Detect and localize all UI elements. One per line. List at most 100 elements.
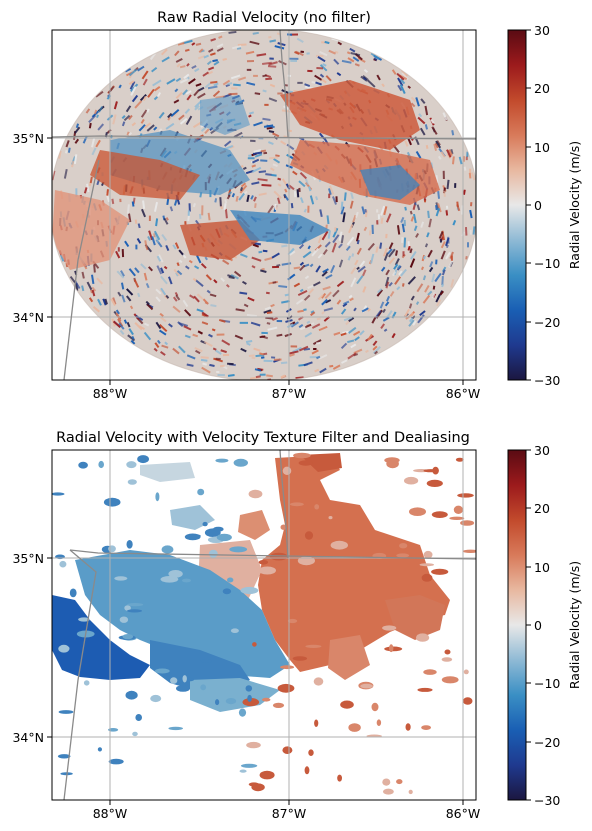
speckle <box>383 206 388 216</box>
speckle <box>207 70 213 75</box>
speckle <box>194 104 200 111</box>
speckle <box>88 297 94 303</box>
speckle <box>270 167 275 172</box>
speckle <box>200 356 209 359</box>
speckle <box>254 203 257 209</box>
echo-fragment <box>98 460 104 469</box>
speckle <box>278 285 288 288</box>
speckle <box>435 299 442 307</box>
speckle <box>311 247 320 257</box>
speckle <box>219 197 222 207</box>
speckle <box>353 307 357 312</box>
speckle <box>239 253 248 258</box>
echo-fragment <box>127 603 144 607</box>
speckle <box>266 311 273 314</box>
x-tick-label: 87°W <box>272 806 307 821</box>
speckle <box>332 234 340 244</box>
speckle <box>208 333 213 338</box>
speckle <box>95 139 101 148</box>
speckle <box>269 83 276 88</box>
speckle <box>262 89 267 93</box>
speckle <box>435 140 442 149</box>
speckle <box>357 265 366 273</box>
speckle <box>276 320 283 323</box>
speckle <box>252 166 262 173</box>
speckle <box>437 155 442 160</box>
panel-raw: Raw Radial Velocity (no filter) <box>12 10 582 401</box>
echo-fragment <box>127 479 137 485</box>
speckle <box>327 230 331 239</box>
speckle <box>141 208 147 218</box>
echo-fragment <box>444 649 451 655</box>
speckle <box>246 194 250 203</box>
speckle <box>367 333 373 341</box>
speckle <box>356 275 364 285</box>
speckle <box>342 302 348 308</box>
speckle <box>142 95 147 101</box>
speckle <box>268 141 274 146</box>
speckle <box>262 74 267 78</box>
echo-fragment <box>423 669 437 675</box>
speckle <box>329 364 334 368</box>
echo-fragment <box>168 726 183 731</box>
speckle <box>123 114 131 122</box>
speckle <box>245 50 255 55</box>
speckle <box>410 216 415 222</box>
echo-fragment <box>161 545 174 554</box>
speckle <box>383 252 389 261</box>
speckle <box>470 172 476 181</box>
speckle <box>176 262 180 267</box>
speckle <box>438 231 444 239</box>
speckle <box>240 347 247 353</box>
cb-tick-label: −30 <box>534 373 560 388</box>
speckle <box>422 294 431 304</box>
echo-fragment <box>431 511 448 518</box>
speckle <box>179 78 189 84</box>
panel1-colorbar: 30 20 10 0 −10 −20 −30 Radial Velocity (… <box>507 23 582 388</box>
speckle <box>140 263 147 270</box>
speckle <box>362 74 369 81</box>
speckle <box>367 242 375 251</box>
echo-fragment <box>421 725 431 730</box>
speckle <box>97 123 105 131</box>
speckle <box>187 210 190 216</box>
echo-fragment <box>240 763 258 768</box>
y-tick-label: 34°N <box>12 310 44 325</box>
speckle <box>213 357 223 363</box>
speckle <box>441 276 444 286</box>
speckle <box>404 206 407 211</box>
speckle <box>134 322 143 331</box>
speckle <box>83 187 88 194</box>
speckle <box>228 92 238 96</box>
speckle <box>295 298 304 305</box>
speckle <box>126 131 130 136</box>
speckle <box>178 259 183 264</box>
speckle <box>85 108 91 114</box>
echo-fragment <box>216 533 232 542</box>
speckle <box>296 37 304 44</box>
speckle <box>446 149 452 158</box>
speckle <box>332 196 337 205</box>
speckle <box>424 105 429 116</box>
speckle <box>216 47 224 52</box>
echo-fragment <box>282 466 292 475</box>
echo-fragment <box>52 492 65 496</box>
speckle <box>97 298 102 306</box>
speckle <box>400 216 405 223</box>
speckle <box>227 191 233 197</box>
speckle <box>424 124 429 130</box>
speckle <box>385 233 388 239</box>
speckle <box>382 247 388 257</box>
echo-fragment <box>340 700 354 709</box>
speckle <box>271 252 280 259</box>
speckle <box>219 364 225 368</box>
echo-fragment <box>182 675 187 683</box>
echo-fragment <box>292 656 308 661</box>
speckle <box>261 335 269 340</box>
speckle <box>435 259 438 265</box>
speckle <box>316 355 321 360</box>
speckle <box>128 213 132 223</box>
speckle <box>368 230 372 236</box>
speckle <box>415 97 420 107</box>
speckle <box>338 231 343 241</box>
